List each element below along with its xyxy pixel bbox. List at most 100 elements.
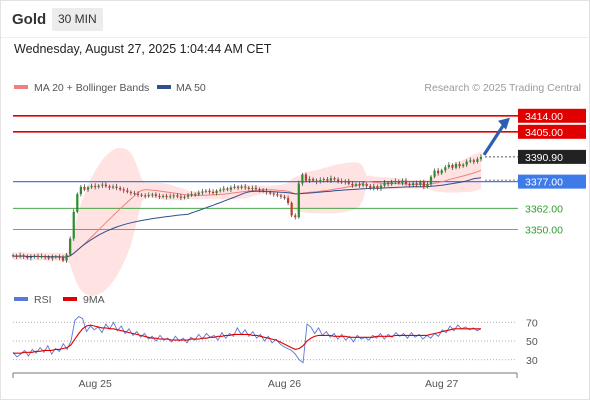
candle	[176, 193, 179, 199]
price-tags: 3414.00 3405.00 3390.90 3377.00 3362.00 3350.…	[518, 108, 586, 237]
candle-body	[369, 186, 372, 189]
candle	[197, 190, 200, 197]
candle-body	[336, 179, 340, 182]
candle-body	[226, 188, 229, 190]
candle-body	[465, 161, 468, 165]
candle	[15, 253, 18, 260]
bollinger-band-fill	[13, 147, 481, 297]
candle	[308, 176, 311, 184]
candle-body	[29, 256, 32, 258]
candle	[215, 189, 218, 196]
candle-body	[454, 164, 458, 168]
candle	[236, 185, 240, 191]
candle-body	[412, 183, 415, 186]
candle	[369, 183, 372, 190]
candle-body	[190, 193, 193, 196]
candle	[219, 187, 222, 193]
candle-body	[90, 185, 93, 188]
legend-ma50-swatch	[157, 85, 171, 89]
candle	[462, 163, 465, 168]
candle	[401, 178, 404, 186]
candle-body	[447, 164, 450, 168]
candle	[158, 193, 161, 200]
candle-body	[154, 194, 158, 197]
candle	[44, 254, 47, 260]
candle-body	[283, 196, 286, 199]
candle-body	[147, 195, 150, 197]
candle	[311, 177, 315, 183]
candle-body	[383, 182, 386, 186]
candle-body	[136, 193, 140, 195]
candle-body	[354, 184, 358, 186]
candle	[58, 254, 61, 261]
candle	[86, 185, 90, 192]
candle	[29, 254, 32, 261]
candle	[397, 179, 400, 185]
candle-body	[126, 190, 129, 192]
candle-body	[440, 170, 443, 174]
candle-body	[422, 181, 425, 187]
candle-body	[458, 164, 461, 167]
candle-body	[211, 191, 215, 194]
candle	[354, 182, 358, 187]
candle-body	[197, 192, 200, 195]
candle	[458, 161, 461, 169]
candle	[233, 184, 236, 190]
moving-averages	[12, 169, 482, 258]
candle	[426, 181, 429, 189]
candle	[226, 186, 229, 192]
candle-body	[279, 195, 283, 197]
candle	[279, 193, 283, 200]
candle-body	[169, 196, 172, 198]
candle-body	[86, 187, 90, 190]
candle-body	[165, 195, 168, 198]
pivot-tag-label: 3377.00	[525, 177, 563, 189]
candle-body	[44, 256, 47, 258]
candle-body	[290, 202, 293, 216]
candle	[186, 193, 190, 200]
candle	[333, 176, 336, 182]
candle-body	[79, 186, 82, 195]
candle-body	[301, 174, 304, 184]
candle-body	[365, 183, 368, 187]
candle	[136, 191, 140, 198]
candle	[451, 163, 454, 171]
candle-body	[376, 186, 379, 189]
candle	[329, 175, 333, 184]
candle	[261, 188, 265, 193]
ma20-line	[12, 169, 482, 258]
candle-body	[222, 188, 225, 190]
candle-body	[404, 180, 408, 184]
candle	[69, 236, 72, 257]
candle	[447, 162, 450, 169]
candle	[454, 161, 458, 170]
candle-body	[433, 170, 436, 177]
candle-body	[54, 256, 57, 258]
candle-body	[219, 189, 222, 191]
resistance-tag-label: 3405.00	[525, 127, 563, 139]
candle-body	[419, 181, 422, 185]
candle-body	[444, 167, 447, 171]
candle	[154, 192, 158, 198]
rsi-tick-label: 50	[526, 336, 538, 348]
candle-body	[361, 183, 365, 186]
candle	[294, 213, 297, 220]
timeframe-button[interactable]: 30 MIN	[52, 8, 103, 31]
candle	[336, 177, 340, 184]
candle-body	[254, 187, 258, 190]
candle-body	[311, 178, 315, 181]
candle	[244, 183, 247, 190]
candle	[47, 255, 50, 261]
candle-body	[397, 181, 400, 184]
legend-9ma-swatch	[63, 297, 77, 301]
rsi-tick-label: 70	[526, 317, 538, 329]
candle-body	[183, 196, 186, 198]
candle	[190, 191, 193, 197]
candle-body	[122, 189, 125, 191]
candle	[390, 179, 393, 186]
candle	[358, 181, 361, 188]
candle-body	[304, 174, 308, 181]
candle	[433, 168, 436, 179]
candle	[79, 184, 82, 197]
candle-body	[379, 185, 383, 189]
